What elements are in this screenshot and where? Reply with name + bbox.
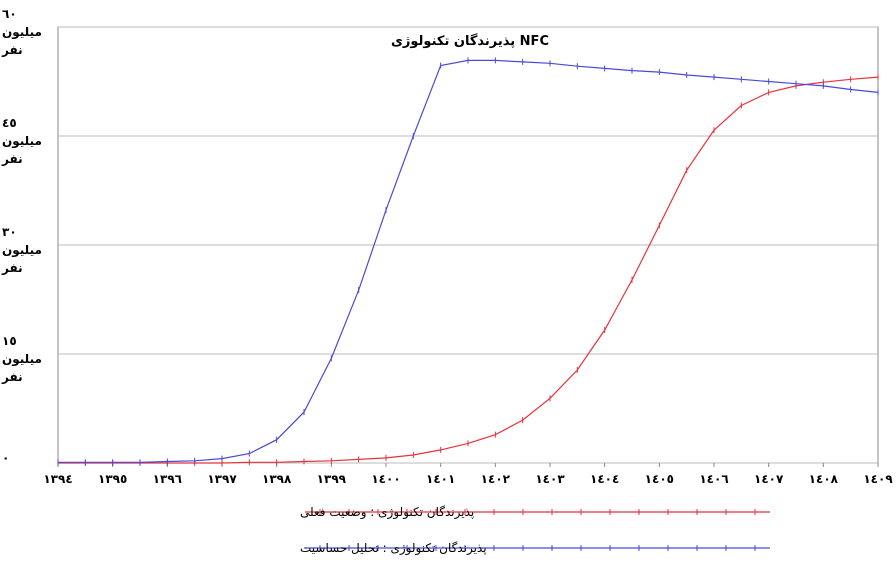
x-tick-label: ١٣٩٦ [153, 472, 182, 486]
x-tick-label: ١٤٠١ [426, 472, 455, 486]
x-tick-label: ١٣٩٥ [98, 472, 127, 486]
line-series [58, 76, 879, 464]
chart-title: پذیرندگان تکنولوژی NFC [391, 33, 549, 49]
line-series [58, 59, 879, 463]
x-tick-label: ١٤٠٤ [590, 472, 619, 486]
legend-label: پذیرندگان تکنولوژی : تحلیل حساسیت [300, 541, 487, 556]
x-tick-label: ١٣٩٩ [317, 472, 347, 486]
x-tick-label: ١٤٠٨ [809, 472, 839, 486]
x-tick-label: ١٤٠٩ [863, 472, 893, 486]
x-tick-label: ١٣٩٤ [43, 472, 72, 486]
y-tick-label: ٤٥ میلیون نفر [2, 116, 42, 166]
x-tick-label: ١٤٠٥ [645, 472, 674, 486]
x-tick-label: ١٤٠٣ [535, 472, 565, 486]
y-tick-label: ٦٠ میلیون نفر [2, 7, 42, 57]
x-tick-label: ١٤٠٢ [481, 472, 511, 486]
x-tick-label: ١٣٩٨ [262, 472, 292, 486]
x-tick-label: ١٣٩٧ [207, 472, 237, 486]
y-tick-label: ١٥ میلیون نفر [2, 334, 42, 384]
x-tick-label: ١٤٠٦ [699, 472, 728, 486]
y-tick-label: ٣٠ میلیون نفر [2, 225, 42, 275]
y-tick-label: ٠ [2, 451, 10, 465]
x-tick-label: ١٤٠٧ [754, 472, 784, 486]
legend-label: پذیرندگان تکنولوژی : وضعیت فعلی [300, 505, 474, 520]
x-tick-label: ١٤٠٠ [371, 472, 400, 486]
